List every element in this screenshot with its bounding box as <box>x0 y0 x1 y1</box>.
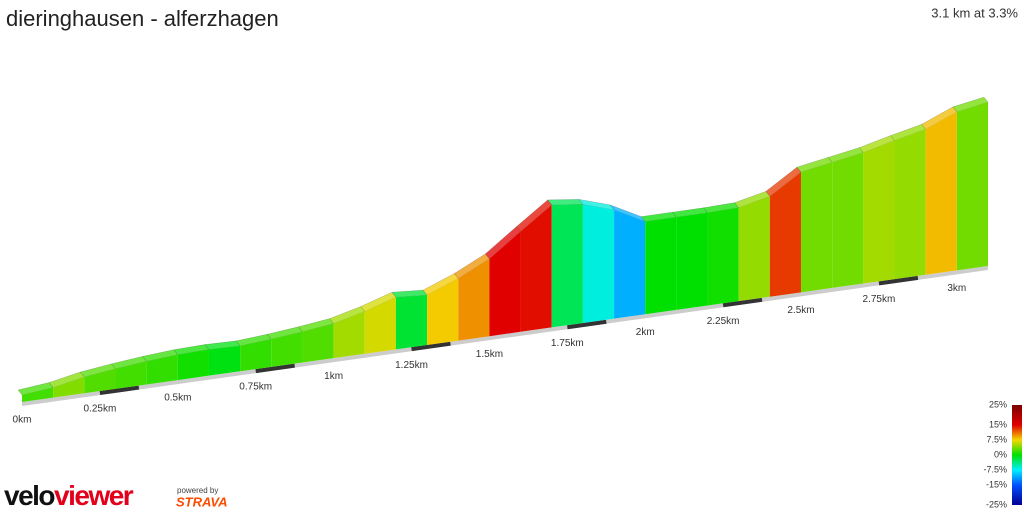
profile-segment <box>427 278 459 345</box>
x-tick-label: 2.75km <box>863 294 896 305</box>
profile-segment <box>645 217 677 315</box>
x-tick-label: 0km <box>13 415 32 426</box>
profile-segment <box>84 368 116 394</box>
profile-segment <box>863 140 895 284</box>
profile-segment <box>53 377 85 398</box>
x-tick-band <box>255 363 295 374</box>
profile-segment <box>115 361 147 389</box>
powered-by: powered by <box>177 486 218 495</box>
color-tick-label: 25% <box>989 399 1007 409</box>
profile-segment <box>208 345 241 376</box>
profile-segment <box>801 162 833 293</box>
profile-segment <box>395 295 428 350</box>
x-tick-label: 2.5km <box>787 305 814 316</box>
profile-segment <box>271 331 303 367</box>
x-tick-label: 0.25km <box>84 404 117 415</box>
profile-top <box>547 199 584 206</box>
profile-segment <box>707 207 739 306</box>
profile-segment <box>832 152 864 288</box>
x-tick-label: 2.25km <box>707 316 740 327</box>
profile-segment <box>489 231 521 337</box>
profile-segment <box>956 102 988 271</box>
profile-segment <box>551 204 583 328</box>
profile-segment <box>146 354 178 385</box>
x-tick-band <box>99 385 140 396</box>
title: dieringhausen - alferzhagen <box>6 6 279 31</box>
profile-segment <box>769 172 802 297</box>
profile-segment <box>676 212 708 310</box>
x-tick-label: 0.5km <box>164 393 191 404</box>
profile-segment <box>240 339 272 372</box>
x-tick-label: 0.75km <box>239 382 272 393</box>
x-tick-band <box>567 319 607 330</box>
profile-segment <box>458 258 490 341</box>
x-tick-band <box>411 341 451 352</box>
color-tick-label: -7.5% <box>983 464 1007 474</box>
profile-segment <box>738 196 770 302</box>
color-tick-label: 15% <box>989 419 1007 429</box>
color-bar <box>1012 405 1022 505</box>
color-tick-label: 7.5% <box>986 434 1007 444</box>
color-tick-label: 0% <box>994 449 1007 459</box>
x-tick-label: 2km <box>636 327 655 338</box>
x-tick-label: 1km <box>324 371 343 382</box>
profile-segment <box>925 111 957 275</box>
profile-segment <box>177 349 209 381</box>
profile-segment <box>22 387 54 402</box>
profile-segment <box>520 204 552 332</box>
profile-segment <box>614 209 646 319</box>
color-tick-label: -25% <box>986 499 1007 509</box>
profile-segment <box>582 204 615 324</box>
summary: 3.1 km at 3.3% <box>931 5 1018 20</box>
x-tick-band <box>722 297 763 308</box>
color-tick-label: -15% <box>986 479 1007 489</box>
x-tick-label: 1.75km <box>551 338 584 349</box>
x-tick-band <box>878 275 919 286</box>
profile-segment <box>364 297 396 354</box>
x-tick-label: 1.5km <box>476 349 503 360</box>
x-tick-label: 3km <box>947 283 966 294</box>
logo-right: viewer <box>54 480 134 511</box>
profile-segment <box>894 129 926 280</box>
profile-segment <box>302 323 334 363</box>
profile-segment <box>333 311 365 359</box>
logo-left: velo <box>4 480 55 511</box>
x-tick-label: 1.25km <box>395 360 428 371</box>
logo: veloviewer <box>4 480 134 511</box>
strava: STRAVA <box>176 494 228 509</box>
